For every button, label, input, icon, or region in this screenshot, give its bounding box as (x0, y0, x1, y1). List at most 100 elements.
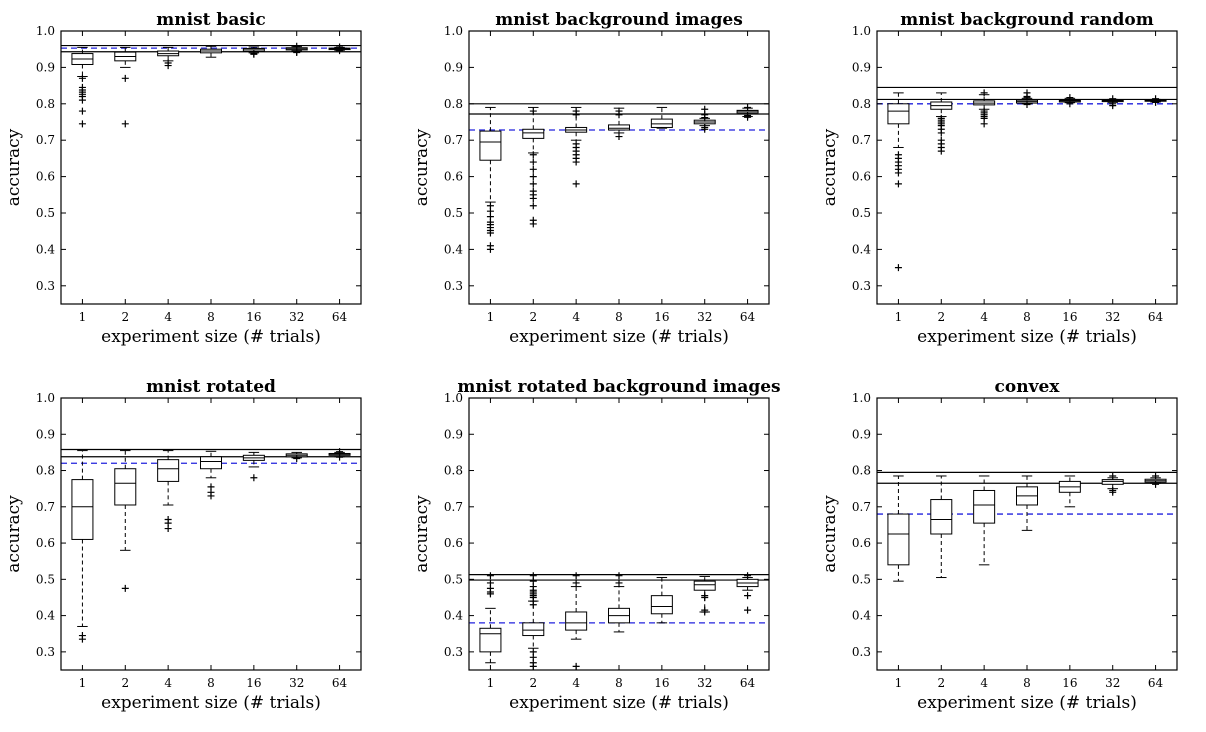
outlier-point (572, 180, 580, 188)
box-plot (200, 45, 222, 58)
box-iqr (522, 128, 545, 139)
x-tick-label: 32 (697, 310, 712, 324)
outlier-point (572, 158, 580, 166)
outlier-point (744, 606, 752, 614)
box-plot (930, 475, 953, 579)
y-axis-label: accuracy (4, 128, 24, 206)
box-iqr (887, 103, 910, 125)
outlier-point (980, 120, 988, 128)
chart-panel: 0.3 0.4 0.5 0.6 0.7 0.8 0.9 1.0 1 2 4 8 16 32 64 mnist … (820, 10, 1178, 347)
box-plot (328, 43, 351, 55)
box-plot (608, 107, 630, 141)
box-plot (479, 572, 502, 664)
outlier-point (744, 113, 752, 121)
x-axis-label: experiment size (# trials) (101, 693, 321, 713)
x-tick-label: 16 (1062, 310, 1077, 324)
chart-title: mnist background random (900, 10, 1153, 30)
x-tick-label: 1 (79, 310, 87, 324)
y-tick-label: 0.3 (852, 279, 871, 293)
y-tick-label: 1.0 (36, 24, 55, 38)
box-plot (887, 92, 910, 272)
box-plot (71, 450, 94, 643)
box-plot (1101, 95, 1124, 110)
x-tick-label: 4 (164, 310, 172, 324)
box-plot (479, 106, 502, 253)
outlier-point (744, 592, 752, 600)
y-tick-label: 0.8 (852, 464, 871, 478)
x-tick-label: 8 (1023, 676, 1031, 690)
y-axis-label: accuracy (412, 495, 432, 573)
outlier-point (164, 62, 172, 70)
outlier-point (78, 74, 86, 82)
outlier-point (250, 474, 258, 482)
box-iqr (479, 627, 502, 653)
outlier-point (78, 635, 86, 643)
box-iqr (157, 459, 180, 482)
outlier-point (1023, 93, 1031, 101)
y-tick-label: 0.9 (444, 427, 463, 441)
box-plot (650, 106, 673, 129)
outlier-point (121, 120, 129, 128)
box-plot (522, 572, 545, 670)
y-tick-label: 0.7 (36, 500, 55, 514)
y-tick-label: 0.9 (36, 427, 55, 441)
y-tick-label: 0.3 (852, 645, 871, 659)
y-axis-label: accuracy (820, 495, 840, 573)
box-plot (650, 577, 673, 624)
box-plot (1058, 94, 1081, 108)
box-plot (736, 103, 759, 121)
outlier-point (293, 455, 301, 463)
outlier-point (615, 133, 623, 141)
box-iqr (693, 580, 716, 591)
box-iqr (650, 595, 673, 615)
y-tick-label: 0.4 (36, 242, 55, 256)
y-tick-label: 0.4 (36, 609, 55, 623)
x-tick-label: 1 (895, 676, 903, 690)
chart-title: mnist basic (156, 10, 265, 30)
x-tick-label: 64 (740, 676, 756, 690)
box-plot (242, 451, 265, 482)
chart-title: mnist rotated (146, 377, 276, 397)
y-tick-label: 0.3 (444, 645, 463, 659)
outlier-point (78, 107, 86, 115)
y-tick-label: 1.0 (852, 24, 871, 38)
box-plot (200, 450, 222, 500)
x-tick-label: 4 (980, 676, 988, 690)
x-tick-label: 64 (1148, 676, 1164, 690)
box-plot (565, 106, 588, 188)
x-tick-label: 32 (289, 676, 304, 690)
outlier-point (121, 584, 129, 592)
outlier-point (1109, 102, 1117, 110)
box-plot (1101, 472, 1124, 496)
y-tick-label: 1.0 (36, 391, 55, 405)
outlier-point (529, 180, 537, 188)
box-iqr (973, 489, 996, 524)
x-axis-label: experiment size (# trials) (101, 327, 321, 347)
x-tick-label: 4 (572, 676, 580, 690)
outlier-point (250, 50, 258, 58)
box-iqr (479, 130, 502, 161)
x-tick-label: 8 (1023, 310, 1031, 324)
x-tick-label: 8 (615, 310, 623, 324)
x-tick-label: 2 (937, 310, 945, 324)
y-tick-label: 0.5 (444, 206, 463, 220)
box-plot (693, 105, 716, 133)
y-tick-label: 0.8 (444, 97, 463, 111)
outlier-point (78, 96, 86, 104)
x-axis-label: experiment size (# trials) (917, 693, 1137, 713)
y-axis-label: accuracy (820, 128, 840, 206)
y-tick-label: 0.6 (852, 536, 871, 550)
y-tick-label: 1.0 (444, 391, 463, 405)
outlier-point (937, 147, 945, 155)
outlier-point (293, 48, 301, 56)
outlier-point (486, 572, 494, 580)
x-tick-label: 32 (1105, 676, 1120, 690)
y-tick-label: 0.9 (36, 60, 55, 74)
x-tick-label: 1 (79, 676, 87, 690)
x-tick-label: 2 (937, 676, 945, 690)
x-tick-label: 1 (487, 676, 495, 690)
chart-panel: 0.3 0.4 0.5 0.6 0.7 0.8 0.9 1.0 1 2 4 8 16 32 64 mnist … (4, 377, 362, 713)
box-plot (242, 46, 265, 58)
x-tick-label: 16 (246, 310, 261, 324)
chart-panel: 0.3 0.4 0.5 0.6 0.7 0.8 0.9 1.0 1 2 4 8 16 32 64 convex… (820, 377, 1178, 713)
